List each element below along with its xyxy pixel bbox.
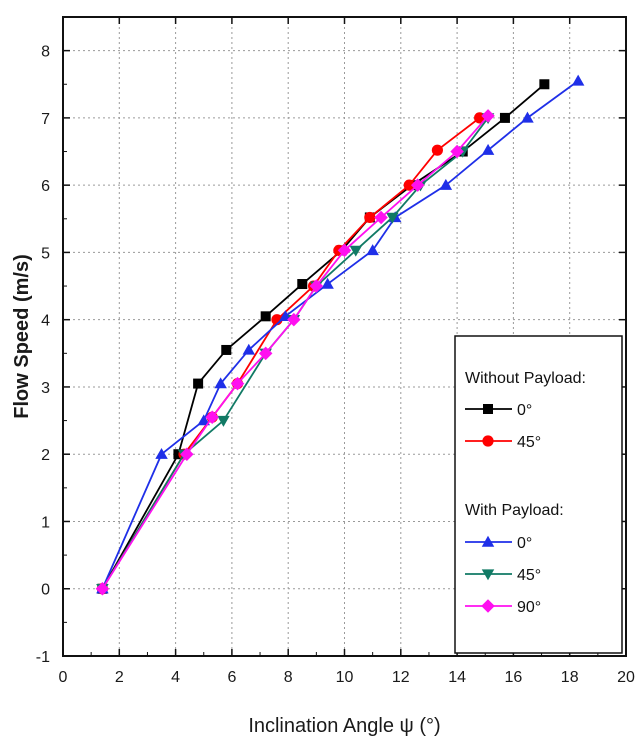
y-tick-label: 5 [41, 245, 50, 262]
series-line [101, 83, 545, 590]
y-tick-label: 4 [41, 313, 50, 330]
x-tick-label: 12 [392, 669, 410, 686]
y-tick-label: 0 [41, 582, 50, 599]
x-tick-label: 2 [115, 669, 124, 686]
grid [63, 17, 626, 656]
data-point [386, 212, 399, 224]
data-point [214, 377, 227, 389]
data-point [521, 111, 534, 123]
x-axis-title: Inclination Angle ψ (°) [248, 715, 440, 737]
data-point [439, 178, 453, 190]
legend-box [454, 335, 623, 654]
x-tick-label: 20 [617, 669, 635, 686]
legend-item-0: 0° [465, 402, 532, 419]
data-point [481, 109, 495, 123]
data-point [499, 112, 510, 123]
y-tick-label: -1 [36, 649, 50, 666]
legend: Without Payload: With Payload: 0° 45° 0° 45… [454, 335, 623, 654]
data-point [287, 312, 301, 327]
series-line [101, 117, 489, 590]
legend-label: 45° [517, 434, 541, 451]
data-point [403, 179, 415, 191]
x-tick-label: 18 [561, 669, 579, 686]
legend-label: 0° [517, 535, 532, 552]
legend-label: 90° [517, 599, 541, 616]
x-tick-label: 14 [448, 669, 466, 686]
data-point [374, 210, 388, 225]
data-point [173, 449, 184, 460]
series-line [101, 115, 489, 590]
y-axis-title: Flow Speed (m/s) [11, 254, 33, 418]
data-point [539, 79, 550, 90]
legend-group-title-without-payload: Without Payload: [465, 370, 586, 387]
data-point [221, 344, 232, 355]
data-point [217, 415, 230, 427]
data-point [95, 581, 110, 596]
data-point [180, 447, 194, 461]
x-tick-label: 4 [171, 669, 180, 686]
data-point [205, 410, 219, 424]
data-point [571, 74, 585, 86]
data-point [230, 376, 245, 391]
legend-items: 0° 45° 0° 45° 90° [465, 402, 541, 616]
y-tick-label: 6 [41, 178, 50, 195]
data-point [321, 277, 334, 289]
data-point [364, 211, 376, 224]
x-tick-label: 8 [284, 669, 293, 686]
data-point [431, 144, 443, 156]
legend-item-1: 45° [465, 434, 541, 451]
legend-marker [481, 599, 495, 613]
data-point [155, 447, 168, 459]
x-tick-label: 0 [59, 669, 68, 686]
legend-marker [481, 535, 495, 547]
legend-marker [483, 404, 493, 414]
legend-marker [482, 435, 494, 447]
legend-label: 45° [517, 567, 541, 584]
x-tick-label: 10 [336, 669, 354, 686]
y-tick-label: 1 [41, 514, 50, 531]
data-point [337, 243, 352, 258]
legend-group-title-with-payload: With Payload: [465, 502, 564, 519]
series-line [101, 117, 481, 590]
x-tick-label: 16 [505, 669, 523, 686]
legend-label: 0° [517, 402, 532, 419]
data-point [258, 346, 273, 361]
y-tick-label: 8 [41, 44, 50, 61]
data-point [481, 143, 495, 155]
series-layer [95, 74, 585, 596]
series-4-diamond [95, 109, 495, 596]
legend-item-3: 45° [465, 567, 541, 584]
data-point [193, 378, 204, 389]
data-point [242, 343, 256, 355]
legend-item-4: 90° [465, 599, 541, 616]
series-1-circle [96, 112, 486, 595]
legend-item-2: 0° [465, 535, 532, 552]
data-point [297, 279, 308, 290]
data-point [260, 311, 271, 322]
y-tick-label: 7 [41, 111, 50, 128]
data-point [309, 279, 324, 293]
legend-marker [481, 569, 495, 581]
y-tick-label: 3 [41, 380, 50, 397]
series-2-triangle-up [96, 74, 585, 594]
data-point [349, 245, 363, 257]
data-point [450, 144, 464, 159]
data-point [410, 178, 425, 192]
y-tick-label: 2 [41, 447, 50, 464]
x-tick-label: 6 [227, 669, 236, 686]
data-point [197, 414, 210, 426]
data-point [366, 244, 379, 256]
